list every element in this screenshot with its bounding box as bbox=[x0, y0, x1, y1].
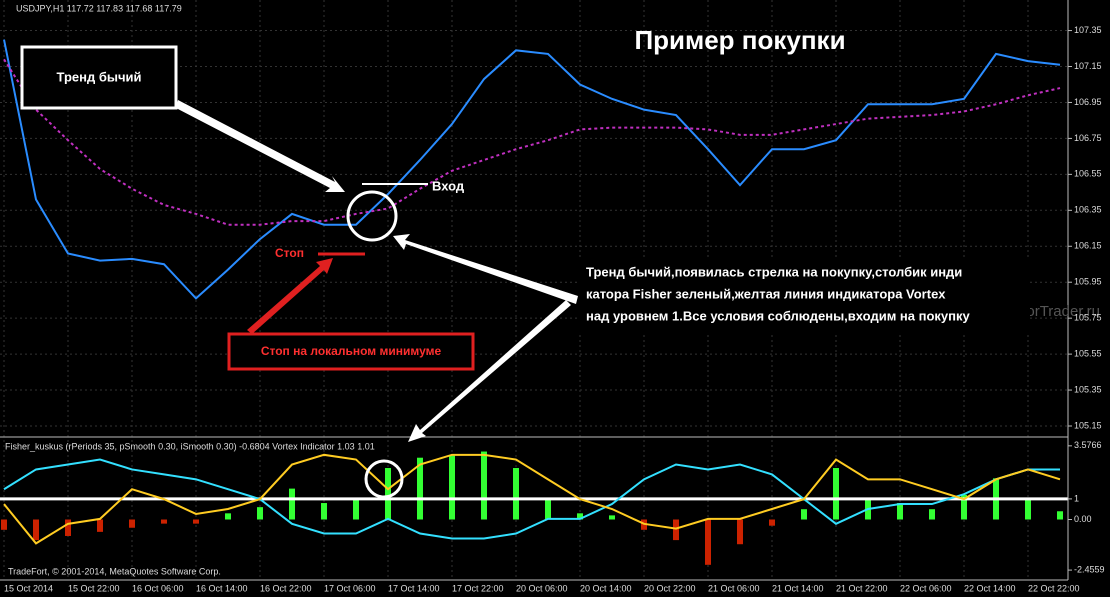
bar bbox=[385, 468, 391, 520]
y-tick-label: 3.5766 bbox=[1074, 440, 1102, 450]
bar bbox=[929, 509, 935, 520]
y-tick-label: -2.4559 bbox=[1074, 564, 1105, 574]
x-tick-label: 21 Oct 22:00 bbox=[836, 583, 888, 593]
y-tick-label: 105.35 bbox=[1074, 384, 1102, 394]
annotation: над уровнем 1.Все условия соблюдены,вход… bbox=[586, 308, 970, 323]
y-tick-label: 107.15 bbox=[1074, 61, 1102, 71]
x-tick-label: 22 Oct 06:00 bbox=[900, 583, 952, 593]
x-tick-label: 22 Oct 22:00 bbox=[1028, 583, 1080, 593]
y-tick-label: 106.35 bbox=[1074, 205, 1102, 215]
bar bbox=[769, 519, 775, 526]
bar bbox=[321, 503, 327, 520]
bar bbox=[1025, 498, 1031, 520]
x-tick-label: 20 Oct 22:00 bbox=[644, 583, 696, 593]
annotation: Стоп на локальном минимуме bbox=[261, 344, 442, 358]
bar bbox=[513, 468, 519, 520]
bar bbox=[33, 519, 39, 541]
annotation: Тренд бычий,появилась стрелка на покупку… bbox=[586, 264, 962, 279]
highlight-circle bbox=[364, 459, 404, 499]
y-tick-label: 105.95 bbox=[1074, 277, 1102, 287]
bar bbox=[1, 519, 7, 530]
symbol-label: USDJPY,H1 117.72 117.83 117.68 117.79 bbox=[16, 3, 182, 13]
bar bbox=[897, 503, 903, 520]
annotation-box bbox=[20, 45, 178, 110]
bar bbox=[833, 468, 839, 520]
watermark: ForTrader.ru bbox=[1017, 303, 1100, 320]
arrow bbox=[247, 258, 333, 334]
bar bbox=[257, 507, 263, 520]
y-tick-label: 106.55 bbox=[1074, 169, 1102, 179]
annotation: Вход bbox=[432, 178, 465, 193]
bar bbox=[129, 519, 135, 528]
bar bbox=[961, 494, 967, 520]
x-tick-label: 16 Oct 14:00 bbox=[196, 583, 248, 593]
bar bbox=[449, 455, 455, 520]
annotation-box bbox=[578, 258, 1030, 332]
highlight-circle bbox=[346, 190, 398, 242]
footer: TradeFort, © 2001-2014, MetaQuotes Softw… bbox=[8, 566, 221, 576]
bar bbox=[673, 519, 679, 541]
annotation-box bbox=[227, 332, 475, 371]
y-tick-label: 106.95 bbox=[1074, 97, 1102, 107]
bar bbox=[545, 498, 551, 520]
bar bbox=[481, 451, 487, 520]
series-line bbox=[3, 458, 1060, 540]
x-tick-label: 20 Oct 06:00 bbox=[516, 583, 568, 593]
y-tick-label: 0.00 bbox=[1074, 514, 1092, 524]
chart-title: Пример покупки bbox=[634, 25, 845, 55]
arrow bbox=[176, 100, 345, 192]
bar bbox=[1057, 511, 1063, 520]
y-tick-label: 105.55 bbox=[1074, 348, 1102, 358]
x-tick-label: 21 Oct 14:00 bbox=[772, 583, 824, 593]
y-tick-label: 106.75 bbox=[1074, 133, 1102, 143]
indicator-label: Fisher_kuskus (rPeriods 35, pSmooth 0.30… bbox=[5, 441, 375, 451]
y-tick-label: 105.75 bbox=[1074, 313, 1102, 323]
x-tick-label: 15 Oct 22:00 bbox=[68, 583, 120, 593]
x-tick-label: 17 Oct 14:00 bbox=[388, 583, 440, 593]
arrow bbox=[393, 234, 578, 304]
x-tick-label: 21 Oct 06:00 bbox=[708, 583, 760, 593]
series-line bbox=[3, 39, 1061, 300]
series-line bbox=[3, 453, 1061, 545]
y-tick-label: 105.15 bbox=[1074, 420, 1102, 430]
x-tick-label: 16 Oct 22:00 bbox=[260, 583, 312, 593]
bar bbox=[801, 509, 807, 520]
bar bbox=[705, 519, 711, 565]
series-line bbox=[3, 58, 1061, 226]
annotation: Тренд бычий bbox=[57, 69, 142, 84]
x-tick-label: 16 Oct 06:00 bbox=[132, 583, 184, 593]
bar bbox=[225, 513, 231, 520]
y-tick-label: 106.15 bbox=[1074, 241, 1102, 251]
x-tick-label: 15 Oct 2014 bbox=[4, 583, 53, 593]
x-tick-label: 22 Oct 14:00 bbox=[964, 583, 1016, 593]
bar bbox=[609, 515, 615, 520]
bar bbox=[737, 519, 743, 545]
x-tick-label: 20 Oct 14:00 bbox=[580, 583, 632, 593]
bar bbox=[65, 519, 71, 536]
arrow bbox=[408, 300, 571, 442]
bar bbox=[193, 519, 199, 524]
y-tick-label: 1 bbox=[1074, 493, 1079, 503]
bar bbox=[577, 513, 583, 520]
bar bbox=[97, 519, 103, 532]
bar bbox=[417, 457, 423, 520]
bar bbox=[353, 498, 359, 520]
annotation: катора Fisher зеленый,желтая линия индик… bbox=[586, 286, 946, 301]
annotation: Стоп bbox=[275, 246, 304, 260]
x-tick-label: 17 Oct 22:00 bbox=[452, 583, 504, 593]
x-tick-label: 17 Oct 06:00 bbox=[324, 583, 376, 593]
y-tick-label: 107.35 bbox=[1074, 25, 1102, 35]
bar bbox=[289, 488, 295, 520]
bar bbox=[161, 519, 167, 524]
